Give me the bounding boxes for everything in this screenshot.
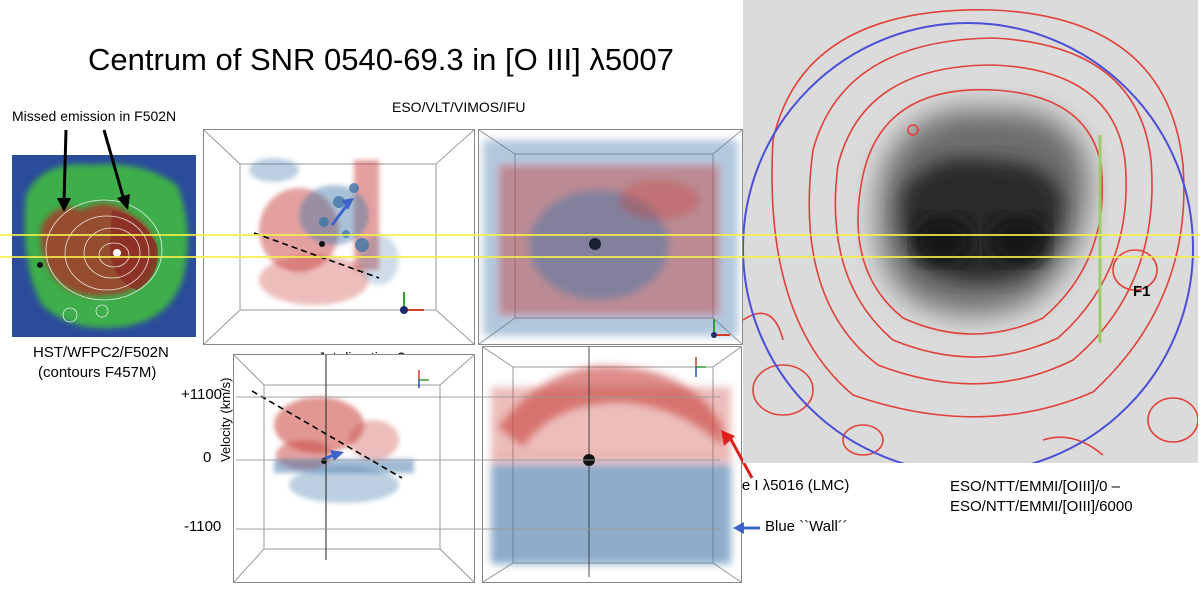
missed-emission-label: Missed emission in F502N [12,108,177,124]
hst-label-line2: (contours F457M) [38,364,157,381]
ntt-image: F1 [743,0,1198,463]
f1-label: F1 [1133,283,1151,300]
vimos-cube-spatial [203,129,475,345]
blue-wall-label: Blue ``Wall´´ [765,518,848,535]
ntt-label-line2: ESO/NTT/EMMI/[OIII]/6000 [950,498,1133,515]
velocity-tick-zero: 0 [203,449,212,466]
figure-title: Centrum of SNR 0540-69.3 in [O III] λ500… [88,42,674,77]
yellow-guide-bottom [0,256,1200,258]
missed-emission-arrows [57,129,130,212]
blue-wall-arrow-head [733,522,744,534]
velocity-cube-front [482,346,742,583]
vlt-label: ESO/VLT/VIMOS/IFU [392,99,526,115]
velocity-tick-plus: +1100 [181,386,223,403]
he-line-label: He I λ5016 (LMC) [731,477,850,494]
hst-label-line1: HST/WFPC2/F502N [33,344,169,361]
velocity-tick-minus: -1100 [184,518,222,535]
hst-image [12,155,196,337]
yellow-guide-top [0,234,1200,236]
he-arrow-head [721,430,735,446]
ntt-label-line1: ESO/NTT/EMMI/[OIII]/0 – [950,478,1121,495]
vimos-cube-front [478,129,743,345]
velocity-cube-side [233,354,475,583]
